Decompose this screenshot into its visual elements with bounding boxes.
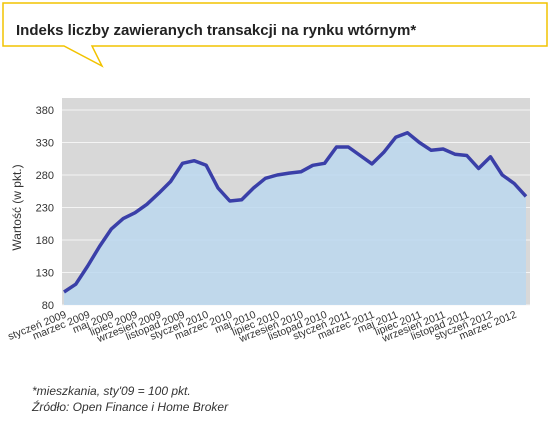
footnote: *mieszkania, sty'09 = 100 pkt. Źródło: O… xyxy=(32,383,228,415)
chart-title: Indeks liczby zawieranych transakcji na … xyxy=(16,22,417,39)
callout-border xyxy=(2,2,548,68)
chart-area: 80 130 180 230 280 330 380 styczeń 2009 marzec … xyxy=(0,60,550,380)
series-line xyxy=(63,131,528,294)
y-tick-label: 230 xyxy=(36,203,54,215)
y-tick-label: 330 xyxy=(36,138,54,150)
data-points xyxy=(63,132,527,293)
callout-bubble xyxy=(2,2,548,68)
y-axis-label: Wartość (w pkt.) xyxy=(10,164,24,250)
footnote-source: Źródło: Open Finance i Home Broker xyxy=(32,400,229,414)
footnote-note: *mieszkania, sty'09 = 100 pkt. xyxy=(32,384,191,398)
y-tick-label: 180 xyxy=(36,235,54,247)
y-tick-label: 280 xyxy=(36,170,54,182)
y-tick-label: 80 xyxy=(42,300,54,312)
y-tick-label: 130 xyxy=(36,268,54,280)
line-chart: 80 130 180 230 280 330 380 styczeń 2009marzec … xyxy=(6,98,530,346)
y-tick-label: 380 xyxy=(36,105,54,117)
title-callout: Indeks liczby zawieranych transakcji na … xyxy=(2,2,548,68)
y-tick-labels: 80 130 180 230 280 330 380 xyxy=(36,105,54,312)
area-fill xyxy=(64,132,526,305)
